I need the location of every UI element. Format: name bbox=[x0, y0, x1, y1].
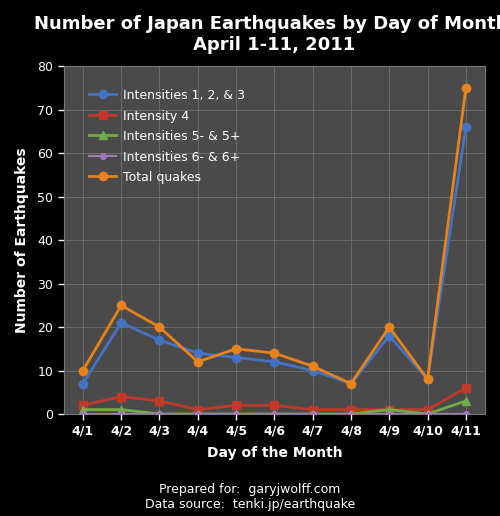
Intensities 5- & 5+ bbox=[463, 398, 469, 404]
Intensities 1, 2, & 3 bbox=[386, 333, 392, 339]
Intensity 4 bbox=[233, 402, 239, 408]
Intensities 1, 2, & 3 bbox=[463, 124, 469, 131]
Intensities 1, 2, & 3 bbox=[80, 380, 86, 386]
Intensities 5- & 5+ bbox=[233, 411, 239, 417]
Total quakes bbox=[233, 346, 239, 352]
Intensities 6- & 6+ bbox=[386, 411, 392, 417]
Line: Intensities 1, 2, & 3: Intensities 1, 2, & 3 bbox=[78, 123, 470, 388]
Text: Data source:  tenki.jp/earthquake: Data source: tenki.jp/earthquake bbox=[145, 498, 355, 511]
Y-axis label: Number of Earthquakes: Number of Earthquakes bbox=[15, 148, 29, 333]
Total quakes bbox=[348, 380, 354, 386]
Total quakes bbox=[80, 367, 86, 374]
Total quakes bbox=[156, 324, 162, 330]
Intensities 6- & 6+ bbox=[233, 411, 239, 417]
Intensities 5- & 5+ bbox=[272, 411, 278, 417]
Intensities 1, 2, & 3 bbox=[195, 350, 201, 356]
Legend: Intensities 1, 2, & 3, Intensity 4, Intensities 5- & 5+, Intensities 6- & 6+, To: Intensities 1, 2, & 3, Intensity 4, Inte… bbox=[82, 83, 251, 190]
Intensities 1, 2, & 3 bbox=[118, 319, 124, 326]
Title: Number of Japan Earthquakes by Day of Month,
April 1-11, 2011: Number of Japan Earthquakes by Day of Mo… bbox=[34, 15, 500, 54]
Intensities 5- & 5+ bbox=[195, 411, 201, 417]
Total quakes bbox=[195, 359, 201, 365]
Line: Intensities 5- & 5+: Intensities 5- & 5+ bbox=[78, 397, 470, 418]
Intensities 5- & 5+ bbox=[348, 411, 354, 417]
Intensities 5- & 5+ bbox=[156, 411, 162, 417]
Intensities 5- & 5+ bbox=[310, 411, 316, 417]
Intensities 5- & 5+ bbox=[118, 407, 124, 413]
Intensity 4 bbox=[386, 407, 392, 413]
Intensities 1, 2, & 3 bbox=[424, 376, 430, 382]
Line: Intensity 4: Intensity 4 bbox=[78, 384, 470, 414]
Intensities 6- & 6+ bbox=[424, 411, 430, 417]
Intensities 1, 2, & 3 bbox=[156, 337, 162, 343]
Intensities 6- & 6+ bbox=[156, 411, 162, 417]
Intensities 1, 2, & 3 bbox=[310, 367, 316, 374]
Intensities 6- & 6+ bbox=[310, 411, 316, 417]
X-axis label: Day of the Month: Day of the Month bbox=[206, 446, 342, 460]
Total quakes bbox=[272, 350, 278, 356]
Intensity 4 bbox=[156, 398, 162, 404]
Line: Total quakes: Total quakes bbox=[78, 84, 470, 388]
Intensities 5- & 5+ bbox=[386, 407, 392, 413]
Intensities 6- & 6+ bbox=[463, 411, 469, 417]
Intensities 1, 2, & 3 bbox=[272, 359, 278, 365]
Intensity 4 bbox=[310, 407, 316, 413]
Intensities 1, 2, & 3 bbox=[233, 354, 239, 361]
Intensity 4 bbox=[424, 407, 430, 413]
Intensities 5- & 5+ bbox=[424, 411, 430, 417]
Intensities 6- & 6+ bbox=[348, 411, 354, 417]
Total quakes bbox=[424, 376, 430, 382]
Intensity 4 bbox=[80, 402, 86, 408]
Line: Intensities 6- & 6+: Intensities 6- & 6+ bbox=[80, 411, 468, 417]
Text: Prepared for:  garyjwolff.com: Prepared for: garyjwolff.com bbox=[160, 483, 340, 496]
Intensity 4 bbox=[195, 407, 201, 413]
Intensity 4 bbox=[118, 394, 124, 400]
Intensities 6- & 6+ bbox=[80, 411, 86, 417]
Intensity 4 bbox=[463, 385, 469, 391]
Intensities 6- & 6+ bbox=[118, 411, 124, 417]
Intensity 4 bbox=[272, 402, 278, 408]
Intensities 6- & 6+ bbox=[272, 411, 278, 417]
Total quakes bbox=[463, 85, 469, 91]
Total quakes bbox=[386, 324, 392, 330]
Intensities 1, 2, & 3 bbox=[348, 380, 354, 386]
Intensity 4 bbox=[348, 407, 354, 413]
Intensities 5- & 5+ bbox=[80, 407, 86, 413]
Total quakes bbox=[310, 363, 316, 369]
Intensities 6- & 6+ bbox=[195, 411, 201, 417]
Total quakes bbox=[118, 302, 124, 309]
